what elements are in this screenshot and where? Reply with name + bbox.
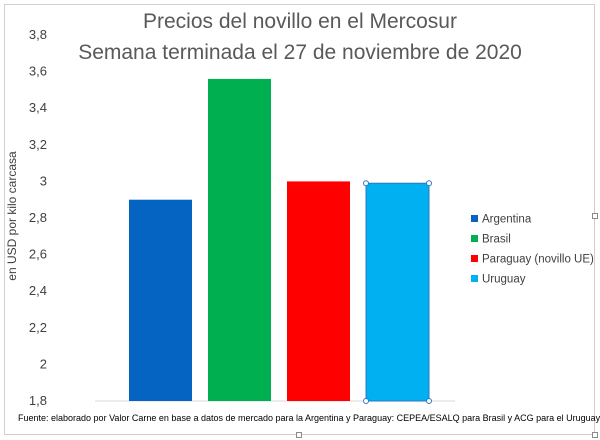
legend-entry-label: Uruguay bbox=[482, 274, 526, 286]
y-axis-ticks: 1,8 2 2,2 2,4 2,6 2,8 3 3,2 3,4 3,6 3,8 bbox=[29, 27, 47, 408]
y-tick-label: 2,2 bbox=[29, 320, 47, 335]
y-axis-label: en USD por kilo carcasa bbox=[5, 151, 19, 281]
legend-swatch bbox=[471, 215, 478, 222]
y-tick-label: 3 bbox=[40, 173, 47, 188]
source-note: Fuente: elaborado por Valor Carne en bas… bbox=[18, 413, 600, 423]
y-tick-label: 1,8 bbox=[29, 393, 47, 408]
resize-handle-right[interactable] bbox=[592, 213, 598, 219]
bar-selection-handle[interactable] bbox=[426, 180, 432, 187]
y-tick-label: 3,2 bbox=[29, 137, 47, 152]
chart-title-line-2: Semana terminada el 27 de noviembre de 2… bbox=[78, 41, 522, 64]
legend-entry-label: Brasil bbox=[482, 234, 511, 246]
bar-uruguay[interactable] bbox=[366, 183, 429, 401]
bar-argentina[interactable] bbox=[129, 199, 192, 401]
resize-handle-bottom[interactable] bbox=[296, 432, 302, 438]
chart-title-line-1: Precios del novillo en el Mercosur bbox=[143, 10, 457, 33]
legend-entry-label: Paraguay (novillo UE) bbox=[482, 254, 594, 266]
legend-swatch bbox=[471, 255, 478, 262]
y-tick-label: 2,8 bbox=[29, 210, 47, 225]
bar-selection-handle[interactable] bbox=[426, 398, 432, 404]
y-tick-label: 2,6 bbox=[29, 247, 47, 262]
bar-brasil[interactable] bbox=[208, 78, 271, 402]
y-tick-label: 3,8 bbox=[29, 27, 47, 42]
legend-entry-label: Argentina bbox=[482, 214, 532, 226]
y-tick-label: 2 bbox=[40, 356, 47, 371]
legend-swatch bbox=[471, 235, 478, 242]
bar-selection-handle[interactable] bbox=[363, 398, 369, 404]
y-tick-label: 3,4 bbox=[29, 100, 47, 115]
legend-swatch bbox=[471, 275, 478, 282]
y-tick-label: 3,6 bbox=[29, 64, 47, 79]
bar-selection-outline bbox=[365, 182, 430, 402]
resize-handle-bottom-right[interactable] bbox=[592, 432, 598, 438]
legend: Argentina Brasil Paraguay (novillo UE) Urug… bbox=[471, 214, 594, 286]
bar-paraguay[interactable] bbox=[287, 181, 350, 401]
bar-selection-handle[interactable] bbox=[363, 180, 369, 187]
bars bbox=[129, 78, 432, 404]
y-tick-label: 2,4 bbox=[29, 283, 47, 298]
